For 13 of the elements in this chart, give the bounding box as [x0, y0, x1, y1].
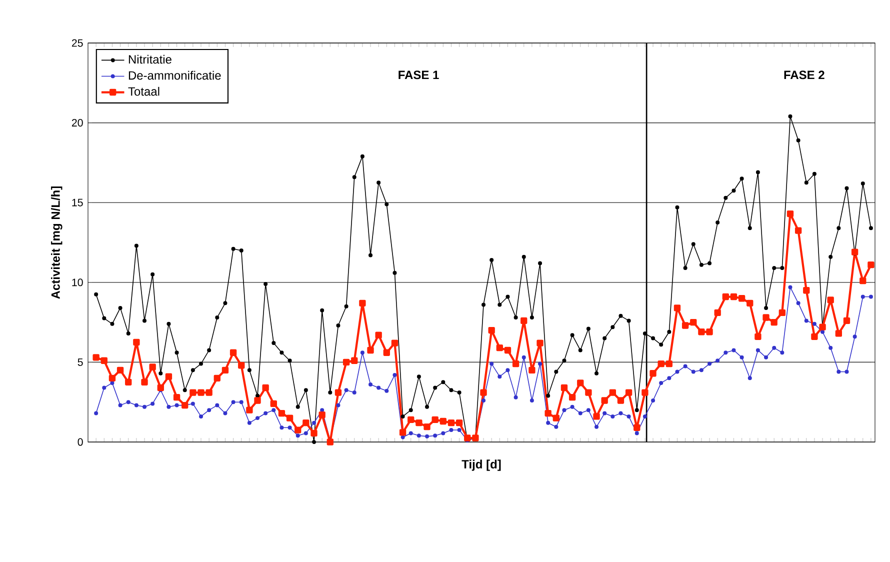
legend-label: De-ammonificatie [128, 70, 221, 80]
y-axis-title: Activiteit [mg N/L/h] [51, 186, 62, 299]
y-tick-label: 15 [72, 198, 83, 206]
annotation: FASE 1 [398, 70, 439, 80]
annotation: FASE 2 [784, 70, 824, 80]
y-tick-label: 25 [72, 39, 83, 47]
legend-label: Totaal [128, 86, 160, 96]
x-axis-title: Tijd [d] [462, 460, 501, 471]
y-tick-label: 5 [78, 358, 83, 366]
legend-label: Nitritatie [128, 54, 172, 64]
y-tick-label: 0 [78, 438, 83, 446]
y-tick-label: 10 [72, 278, 83, 286]
y-tick-label: 20 [72, 119, 83, 127]
